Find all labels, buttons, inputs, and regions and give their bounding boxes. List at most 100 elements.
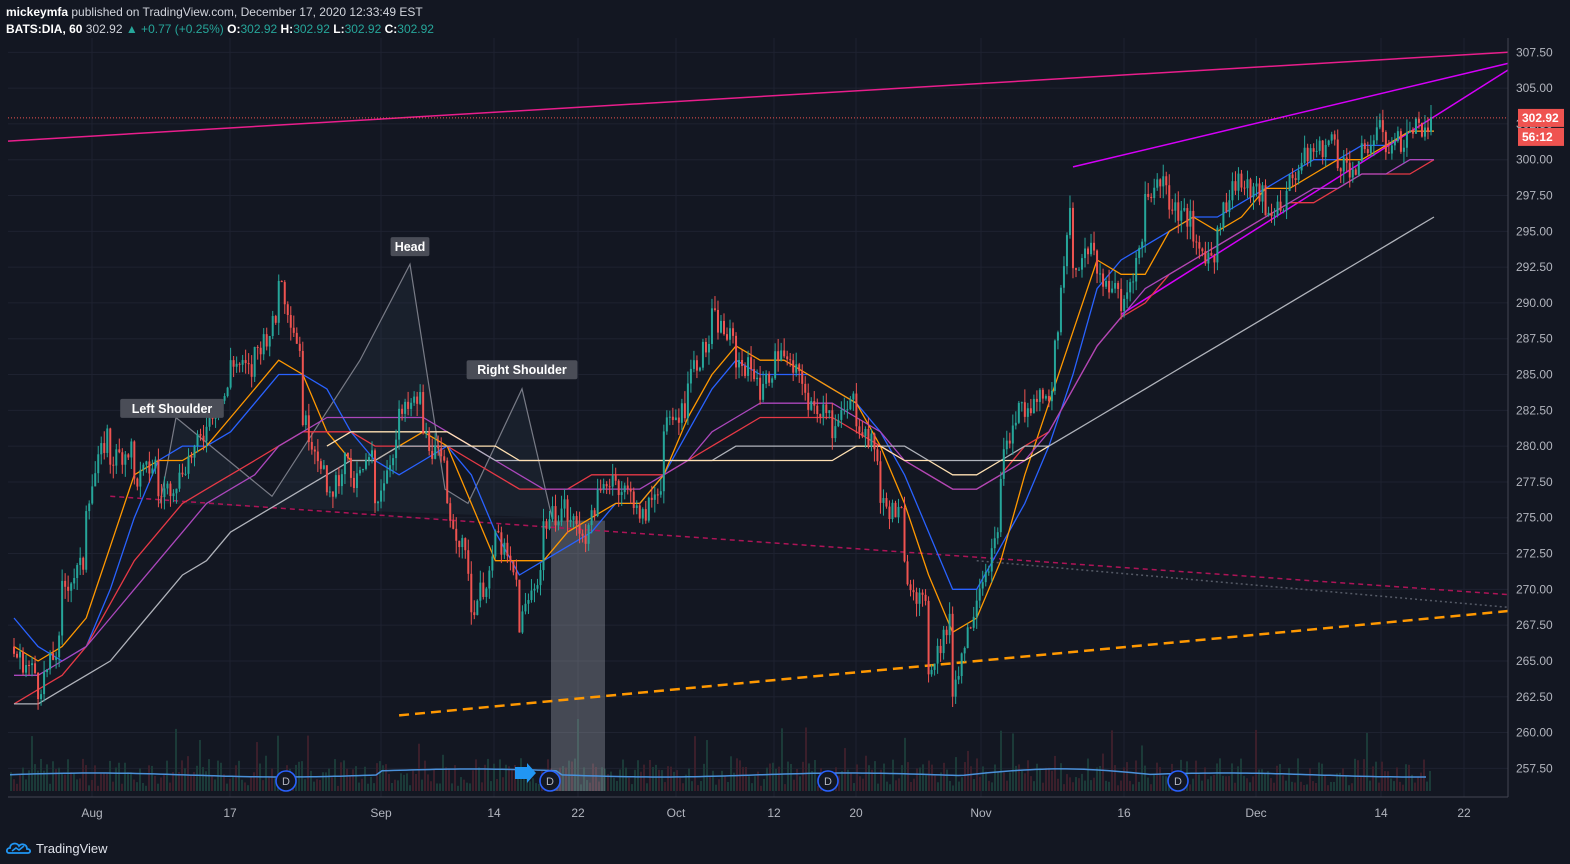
candle-body: [94, 473, 97, 487]
candle-body: [1096, 250, 1099, 274]
volume-bar: [1288, 767, 1290, 791]
candle-body: [1081, 258, 1084, 270]
volume-bar: [466, 782, 468, 791]
candle-body: [906, 561, 909, 585]
candle-body: [355, 473, 358, 488]
volume-bar: [19, 774, 21, 791]
volume-bar: [1282, 775, 1284, 791]
volume-bar: [346, 768, 348, 791]
volume-bar: [802, 761, 804, 791]
candle-body: [130, 441, 133, 458]
volume-bar: [31, 736, 33, 791]
candle-body: [313, 449, 316, 452]
volume-bar: [433, 769, 435, 791]
candle-body: [1291, 174, 1294, 179]
candle-body: [19, 651, 22, 658]
dividend-marker-label: D: [282, 776, 290, 788]
arrow-right-icon: [515, 763, 536, 783]
volume-bar: [349, 775, 351, 791]
volume-bar: [250, 776, 252, 791]
open-value: 302.92: [240, 22, 278, 36]
candle-body: [1363, 143, 1366, 150]
volume-bar: [49, 783, 51, 791]
candle-body: [987, 571, 990, 573]
candle-body: [1393, 141, 1396, 146]
candle-body: [1411, 131, 1414, 134]
volume-bars: [10, 718, 1431, 791]
volume-bar: [478, 767, 480, 791]
candle-body: [629, 488, 632, 492]
candle-body: [265, 334, 268, 347]
volume-bar: [445, 767, 447, 791]
x-tick-label: 16: [1117, 806, 1131, 820]
volume-bar: [502, 777, 504, 791]
candle-body: [446, 460, 449, 504]
volume-bar: [109, 760, 111, 791]
candle-body: [1017, 402, 1020, 423]
volume-bar: [898, 778, 900, 791]
candle-body: [747, 357, 750, 376]
volume-bar: [439, 783, 441, 791]
dividend-marker: [817, 770, 839, 792]
candle-body: [407, 401, 410, 409]
candle-body: [506, 542, 509, 556]
y-tick-label: 307.50: [1516, 45, 1553, 59]
candle-body: [247, 363, 250, 365]
volume-bar: [736, 758, 738, 791]
candle-body: [298, 343, 301, 351]
candle-body: [151, 468, 154, 474]
candle-body: [572, 516, 575, 520]
volume-bar: [1246, 778, 1248, 791]
volume-bar: [646, 783, 648, 791]
volume-bar: [595, 767, 597, 791]
volume-bar: [418, 743, 420, 791]
volume-bar: [151, 765, 153, 791]
author-name[interactable]: mickeymfa: [6, 5, 69, 19]
volume-bar: [229, 778, 231, 791]
volume-bar: [400, 773, 402, 791]
candle-body: [533, 588, 536, 591]
volume-bar: [1372, 766, 1374, 791]
candle-body: [741, 360, 744, 367]
candle-body: [226, 387, 229, 397]
tradingview-logo[interactable]: TradingView: [6, 840, 108, 856]
volume-bar: [694, 736, 696, 791]
volume-bar: [301, 761, 303, 791]
volume-bar: [166, 760, 168, 791]
volume-bar: [1267, 771, 1269, 791]
candle-body: [518, 579, 521, 633]
candle-body: [133, 441, 136, 479]
x-tick-label: Dec: [1245, 806, 1266, 820]
volume-bar: [937, 782, 939, 791]
volume-bar: [124, 762, 126, 791]
candle-body: [1117, 283, 1120, 289]
volume-bar: [1198, 774, 1200, 791]
volume-bar: [205, 771, 207, 791]
volume-bar: [322, 772, 324, 791]
volume-bar: [967, 750, 969, 791]
volume-bar: [1039, 768, 1041, 791]
volume-bar: [1411, 774, 1413, 791]
volume-bar: [460, 777, 462, 791]
candle-body: [668, 416, 671, 418]
candle-body: [331, 491, 334, 497]
volume-bar: [34, 764, 36, 791]
volume-bar: [1408, 764, 1410, 791]
candle-body: [148, 461, 151, 474]
volume-bar: [1324, 775, 1326, 791]
symbol-label[interactable]: BATS:DIA, 60: [6, 22, 83, 36]
candle-body: [882, 498, 885, 503]
candle-body: [846, 409, 849, 411]
candle-body: [735, 335, 738, 368]
volume-bar: [25, 779, 27, 791]
price-axis[interactable]: 307.50305.00302.50300.00297.50295.00292.…: [8, 38, 1564, 797]
time-axis[interactable]: Aug 17 Sep 14 22 Oct 12 20 Nov 16 Dec 14 22: [8, 796, 1508, 820]
candle-body: [1177, 202, 1180, 221]
candle-body: [723, 320, 725, 335]
volume-bar: [886, 781, 888, 791]
candle-body: [1321, 140, 1324, 158]
volume-bar: [709, 777, 711, 791]
y-tick-label: 267.50: [1516, 618, 1553, 632]
